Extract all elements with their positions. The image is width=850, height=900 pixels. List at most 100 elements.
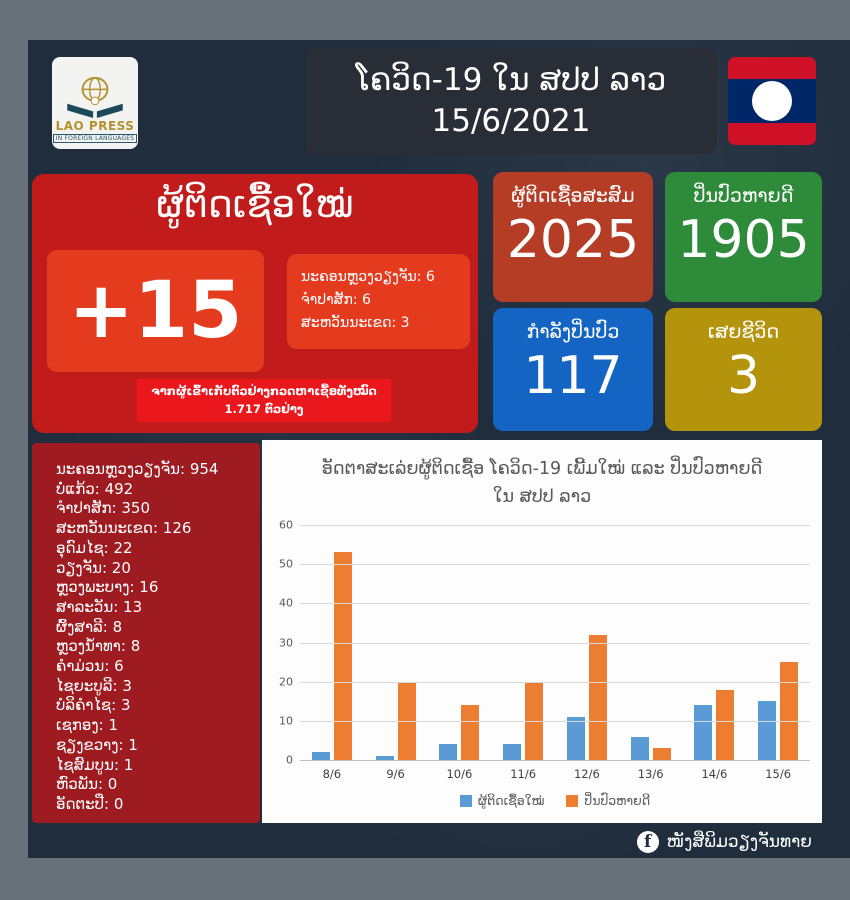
stat-label: ປິ່ນປົວຫາຍດີ (693, 185, 794, 207)
samples-note-line2: 1.717 ຕົວຢ່າງ (224, 401, 304, 416)
chart-panel: ອັດຕາສະເລ່ຍຜູ້ຕິດເຊື້ອ ໂຄວິດ-19 ເພີ້ມໃໝ່… (262, 440, 822, 823)
bar (758, 701, 777, 760)
breakdown-line: ນະຄອນຫຼວງວຽງຈັນ: 6 (301, 269, 435, 285)
samples-note: ຈາກຜູ້ເຂົ້າເກັບຕົວຢ່າງກວດຫາເຊື້ອທັງໝົດ 1… (137, 379, 391, 422)
list-item: ຫຼວງພະບາງ: 16 (56, 578, 159, 597)
plot-area: 8/6 9/6 10/6 11/6 12/6 13/6 14/6 15/6 ຜູ້ຕິດເຊື… (279, 519, 810, 808)
y-tick-label: 20 (279, 675, 293, 689)
gridline (300, 720, 810, 722)
list-item: ວຽງຈັນ: 20 (56, 558, 131, 577)
list-item: ໄຊສົມບູນ: 1 (56, 755, 134, 774)
list-item: ອັດຕະປື: 0 (56, 794, 124, 813)
gridline (300, 642, 810, 644)
chart-title-line2: ໃນ ສປປ ລາວ (492, 487, 592, 507)
bar (375, 756, 394, 760)
chart-title-line1: ອັດຕາສະເລ່ຍຜູ້ຕິດເຊື້ອ ໂຄວິດ-19 ເພີ້ມໃໝ່… (321, 459, 763, 479)
main-panel: LAO PRESS IN FOREIGN LANGUAGES ໂຄວິດ-19 … (28, 40, 850, 858)
list-item: ຈຳປາສັກ: 350 (56, 499, 151, 518)
list-item: ຊຽງຂວາງ: 1 (56, 735, 138, 754)
list-item: ເຊກອງ: 1 (56, 716, 119, 735)
facebook-icon: f (636, 831, 659, 853)
x-tick-label: 12/6 (573, 767, 600, 781)
lao-press-logo: LAO PRESS IN FOREIGN LANGUAGES (52, 57, 138, 149)
y-tick-label: 50 (279, 557, 293, 571)
gridline (300, 760, 810, 761)
stat-label: ກຳລັງປິ່ນປົວ (526, 321, 620, 343)
list-item: ບໍ່ແກ້ວ: 492 (56, 479, 134, 498)
legend-label: ຜູ້ຕິດເຊື້ອໃໝ່ (477, 793, 545, 808)
new-cases-breakdown: ນະຄອນຫຼວງວຽງຈັນ: 6 ຈຳປາສັກ: 6 ສະຫວັນນະເຂດ:… (287, 254, 470, 349)
stat-card-deaths: ເສຍຊີວິດ 3 (665, 308, 822, 431)
bar (566, 716, 585, 760)
legend-swatch (459, 794, 472, 807)
stat-value: 117 (523, 346, 623, 406)
x-tick-label: 11/6 (510, 767, 537, 781)
bar-group (428, 525, 492, 760)
stat-label: ຜູ້ຕິດເຊື້ອສະສົມ (511, 185, 635, 207)
x-axis-labels: 8/6 9/6 10/6 11/6 12/6 13/6 14/6 15/6 (300, 767, 810, 781)
x-tick-label: 15/6 (765, 767, 792, 781)
bar (716, 689, 735, 760)
chart-legend: ຜູ້ຕິດເຊື້ອໃໝ່ ປິ່ນປົວຫາຍດີ (300, 793, 810, 808)
page-title-line1: ໂຄວິດ-19 ໃນ ສປປ ລາວ (355, 61, 667, 98)
list-item: ສາລະວັນ: 13 (56, 597, 143, 616)
list-item: ບໍລິຄຳໄຊ: 3 (56, 696, 131, 715)
list-item: ອຸດົມໄຊ: 22 (56, 538, 133, 557)
stat-card-treating: ກຳລັງປິ່ນປົວ 117 (493, 308, 653, 431)
laos-flag-icon (728, 57, 816, 145)
y-tick-label: 10 (279, 714, 293, 728)
list-item: ຫົວພັນ: 0 (56, 775, 118, 794)
logo-title: LAO PRESS (55, 119, 135, 133)
bar (311, 752, 330, 760)
new-cases-card: ຜູ້ຕິດເຊື້ອໃໝ່ +15 ນະຄອນຫຼວງວຽງຈັນ: 6 ຈຳປ… (32, 174, 478, 433)
new-cases-label: ຜູ້ຕິດເຊື້ອໃໝ່ (156, 183, 354, 226)
bar (652, 748, 671, 760)
facebook-page-name: ໜັງສືພິມວຽງຈັນທາຍ (666, 832, 812, 852)
list-item: ນະຄອນຫຼວງວຽງຈັນ: 954 (56, 460, 219, 478)
gridline (300, 681, 810, 683)
legend-item: ຜູ້ຕິດເຊື້ອໃໝ່ (459, 793, 545, 808)
y-tick-label: 0 (286, 753, 293, 767)
province-list: ນະຄອນຫຼວງວຽງຈັນ: 954 ບໍ່ແກ້ວ: 492 ຈຳປາສັກ:… (32, 443, 260, 823)
bar (694, 705, 713, 760)
stat-card-cumulative: ຜູ້ຕິດເຊື້ອສະສົມ 2025 (493, 172, 653, 302)
bar (630, 736, 649, 760)
bar (439, 744, 458, 760)
logo-subtitle: IN FOREIGN LANGUAGES (52, 134, 138, 143)
bar-group (683, 525, 747, 760)
stat-value: 1905 (677, 210, 810, 270)
stat-card-recovered: ປິ່ນປົວຫາຍດີ 1905 (665, 172, 822, 302)
list-item: ຫຼວງນ້ຳທາ: 8 (56, 637, 141, 656)
bar (780, 662, 799, 760)
legend-label: ປິ່ນປົວຫາຍດີ (584, 793, 651, 808)
list-item: ໄຊຍະບູລີ: 3 (56, 676, 132, 695)
y-tick-label: 30 (279, 636, 293, 649)
new-cases-value: +15 (47, 250, 264, 372)
bar (503, 744, 522, 760)
x-tick-label: 14/6 (701, 767, 728, 781)
gridline (300, 603, 810, 605)
stat-value: 3 (726, 346, 761, 406)
bar-group (619, 525, 683, 760)
breakdown-line: ຈຳປາສັກ: 6 (301, 292, 371, 309)
bar (333, 552, 352, 760)
y-tick-label: 40 (279, 596, 293, 610)
list-item: ຄຳມ່ວນ: 6 (56, 657, 124, 676)
list-item: ຜົ້ງສາລີ: 8 (56, 617, 123, 636)
bar-group (746, 525, 810, 760)
chart-title: ອັດຕາສະເລ່ຍຜູ້ຕິດເຊື້ອ ໂຄວິດ-19 ເພີ້ມໃໝ່… (262, 455, 822, 511)
list-item: ສະຫວັນນະເຂດ: 126 (56, 519, 192, 538)
x-tick-label: 10/6 (446, 767, 473, 781)
stat-value: 2025 (506, 210, 640, 270)
x-tick-label: 13/6 (637, 767, 664, 781)
bar (461, 705, 480, 760)
gridline (300, 525, 810, 526)
x-tick-label: 9/6 (386, 767, 405, 781)
y-tick-label: 60 (279, 518, 293, 532)
facebook-link[interactable]: f ໜັງສືພິມວຽງຈັນທາຍ (636, 831, 812, 853)
bar (588, 634, 607, 760)
stat-label: ເສຍຊີວິດ (707, 321, 780, 343)
breakdown-line: ສະຫວັນນະເຂດ: 3 (301, 315, 410, 332)
samples-note-line1: ຈາກຜູ້ເຂົ້າເກັບຕົວຢ່າງກວດຫາເຊື້ອທັງໝົດ (151, 384, 377, 399)
